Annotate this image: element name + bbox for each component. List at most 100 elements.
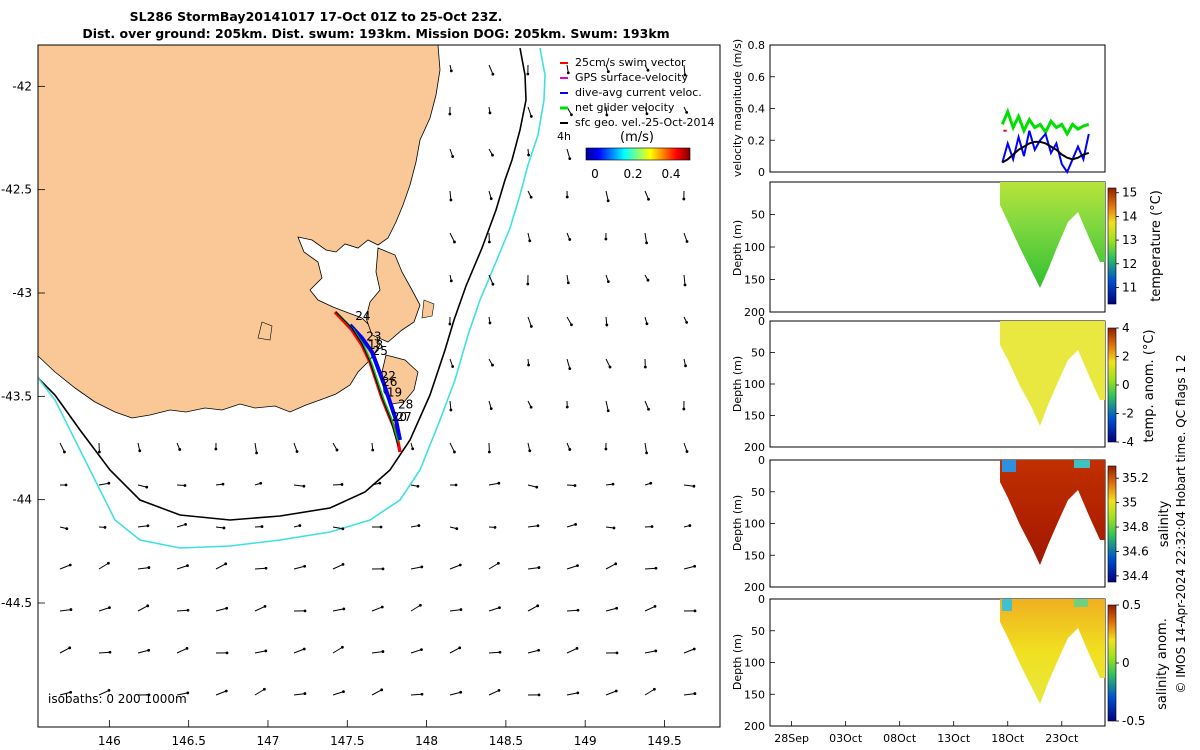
arrow-head (565, 195, 569, 199)
glider-track (333, 310, 402, 453)
velocity-arrow (371, 606, 383, 612)
velocity-arrow (527, 525, 538, 528)
arrow-head (103, 525, 107, 529)
arrow-head (449, 408, 453, 412)
arrow-head (222, 526, 226, 530)
velocity-arrow (449, 609, 461, 612)
speed-colorbar (585, 147, 691, 161)
day-label: 28 (398, 398, 413, 412)
arrow-head (646, 278, 650, 282)
temperature-colorbar (1107, 187, 1117, 305)
velocity-arrow (98, 482, 109, 486)
arrow-head (379, 525, 383, 529)
arrow-head (260, 525, 264, 528)
arrow-head (565, 405, 569, 409)
legend-entry-1: 25cm/s swim vector (575, 56, 686, 69)
velocity-arrow (410, 566, 422, 570)
y-tick-label: 0.8 (748, 39, 766, 52)
date-tick-label: 28Sep (774, 732, 809, 745)
arrow-head (527, 153, 531, 157)
arrow-head (645, 451, 649, 455)
y-tick-label: 0.6 (748, 71, 766, 84)
arrow-head (654, 649, 658, 653)
depth-tick-label: 200 (744, 581, 765, 594)
velocity-arrow (59, 442, 65, 453)
velocity-arrow (371, 651, 383, 654)
arrow-head (295, 450, 299, 453)
cbar-tick-label: 0 (1122, 656, 1130, 670)
velocity-arrow (410, 649, 422, 654)
velocity-arrow (488, 607, 500, 612)
arrow-head (611, 482, 615, 486)
arrow-head (526, 282, 530, 286)
velocity-arrow (566, 609, 579, 612)
velocity-panel: 0 0.2 0.4 0.6 0.8 velocity magnitude (m/s) (731, 39, 1106, 179)
arrow-head (458, 646, 462, 650)
velocity-arrow (215, 690, 227, 696)
arrow-head (575, 647, 579, 650)
arrow-head (371, 448, 375, 452)
depth-tick-label: 0 (758, 454, 765, 467)
velocity-arrow (59, 609, 71, 612)
arrow-head (449, 279, 453, 283)
day-label: 25 (373, 344, 388, 358)
arrow-head (147, 648, 151, 652)
arrow-head (606, 409, 610, 413)
arrow-head (576, 608, 580, 612)
velocity-arrow (293, 442, 298, 452)
velocity-arrow (488, 482, 499, 486)
x-tick-label: 146.5 (171, 734, 205, 748)
velocity-arrow (449, 442, 455, 453)
arrow-head (420, 692, 424, 696)
tasmania-land (38, 45, 441, 419)
salinity-fresh-patch (1074, 460, 1090, 468)
arrow-head (685, 240, 689, 243)
arrow-head (566, 71, 570, 75)
salinity-fresh-patch (1002, 460, 1016, 472)
arrow-head (381, 567, 385, 571)
velocity-arrow (683, 693, 695, 696)
arrow-head (570, 323, 573, 327)
arrow-head (683, 73, 687, 77)
arrow-head (303, 692, 307, 695)
arrow-head (489, 407, 493, 411)
velocity-arrow (176, 609, 189, 612)
arrow-head (106, 561, 110, 565)
velocity-arrow (527, 605, 538, 612)
cbar-tick-label: 4 (1122, 321, 1130, 335)
arrow-head (108, 650, 112, 654)
arrow-head (685, 450, 689, 453)
arrow-head (685, 110, 689, 114)
arrow-head (453, 450, 456, 454)
arrow-head (455, 527, 459, 531)
arrow-head (647, 407, 650, 411)
arrow-head (64, 483, 68, 487)
x-tick-label: 149.5 (647, 734, 681, 748)
x-tick-label: 149 (574, 734, 597, 748)
arrow-head (107, 689, 111, 692)
velocity-series (1000, 107, 1090, 175)
x-tick-label: 147 (257, 734, 280, 748)
arrow-head (606, 70, 610, 73)
velocity-arrow (98, 607, 110, 612)
arrow-head (342, 607, 346, 611)
arrow-head (682, 197, 686, 201)
arrow-head (448, 112, 452, 116)
temp-anomaly-cbar-label: temp. anom. (°C) (1142, 329, 1157, 442)
arrow-head (692, 647, 696, 651)
velocity-arrow (488, 562, 499, 570)
arrow-head (147, 566, 151, 569)
x-tick-label: 147.5 (330, 734, 364, 748)
depth-tick-label: 50 (751, 209, 765, 222)
arrow-head (186, 691, 190, 695)
velocity-arrow (293, 648, 305, 654)
y-tick-label: -42 (12, 79, 32, 93)
arrow-head (298, 524, 302, 527)
arrow-head (693, 564, 697, 568)
cbar-tick-label: -4 (1122, 435, 1134, 449)
day-label: 18 (368, 338, 383, 352)
arrow-head (682, 407, 686, 411)
cbar-tick-label: 35 (1122, 496, 1137, 510)
arrow-head (178, 448, 182, 451)
